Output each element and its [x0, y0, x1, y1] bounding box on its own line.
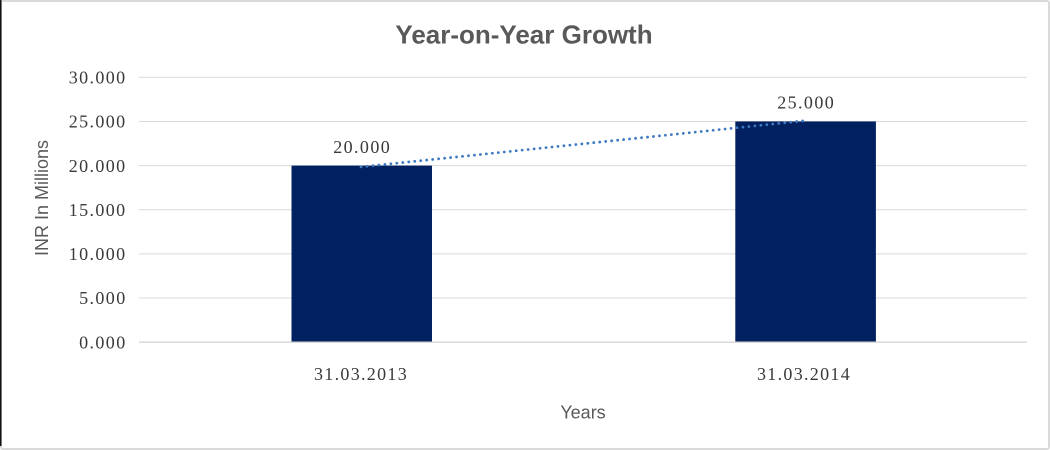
svg-text:20.000: 20.000: [69, 156, 127, 176]
svg-text:5.000: 5.000: [79, 288, 127, 308]
svg-text:20.000: 20.000: [333, 137, 391, 157]
svg-text:INR In Millions: INR In Millions: [32, 140, 52, 256]
svg-text:Year-on-Year Growth: Year-on-Year Growth: [395, 20, 652, 50]
svg-text:0.000: 0.000: [79, 332, 127, 352]
svg-text:25.000: 25.000: [69, 112, 127, 132]
svg-text:30.000: 30.000: [69, 68, 127, 88]
svg-text:31.03.2013: 31.03.2013: [314, 364, 408, 384]
svg-text:10.000: 10.000: [69, 244, 127, 264]
svg-text:15.000: 15.000: [69, 200, 127, 220]
svg-text:Years: Years: [560, 403, 605, 423]
svg-text:25.000: 25.000: [777, 93, 835, 113]
svg-text:31.03.2014: 31.03.2014: [757, 364, 851, 384]
